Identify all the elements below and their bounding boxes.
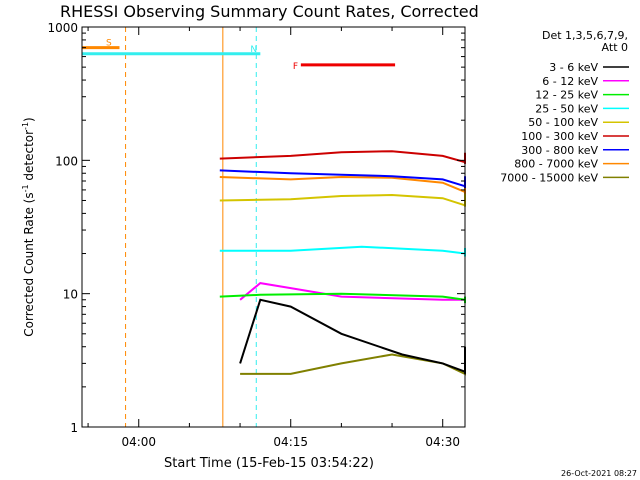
legend-entry-0: 3 - 6 keV xyxy=(549,61,598,74)
x-tick-label-2: 04:30 xyxy=(425,435,460,449)
legend-header-line2: Att 0 xyxy=(602,41,628,54)
ylabel-main: Corrected Count Rate (s xyxy=(22,192,36,336)
x-axis-label: Start Time (15-Feb-15 03:54:22) xyxy=(164,456,374,471)
ylabel-end: ) xyxy=(22,117,36,122)
annotation-layer: S N F xyxy=(82,27,396,427)
legend-entry-2: 12 - 25 keV xyxy=(535,89,598,102)
legend-entry-5: 100 - 300 keV xyxy=(521,130,598,143)
ylabel-mid: detector xyxy=(22,130,36,185)
y-tick-label-3: 1000 xyxy=(47,21,78,35)
annotation-label-s: S xyxy=(106,39,112,49)
x-tick-label-0: 04:00 xyxy=(121,435,156,449)
legend-entry-4: 50 - 100 keV xyxy=(528,116,598,129)
x-tick-label-1: 04:15 xyxy=(273,435,308,449)
tick-layer: 04:00 04:15 04:30 1 10 100 1000 xyxy=(47,21,465,449)
y-tick-label-1: 10 xyxy=(63,288,78,302)
ylabel-sup1: -1 xyxy=(21,184,30,192)
legend-entry-6: 300 - 800 keV xyxy=(521,144,598,157)
annotation-label-f: F xyxy=(293,62,298,72)
series-line-4 xyxy=(219,192,466,207)
y-tick-label-0: 1 xyxy=(70,421,78,435)
legend-entry-1: 6 - 12 keV xyxy=(542,75,598,88)
series-line-1 xyxy=(239,282,466,301)
legend-entry-8: 7000 - 15000 keV xyxy=(500,171,598,184)
series-line-0 xyxy=(239,298,466,374)
annotation-label-n: N xyxy=(250,45,257,55)
legend-entry-3: 25 - 50 keV xyxy=(535,102,598,115)
plot-frame xyxy=(81,26,466,428)
chart-title: RHESSI Observing Summary Count Rates, Co… xyxy=(60,2,479,21)
ylabel-sup2: -1 xyxy=(21,122,30,130)
legend-entry-7: 800 - 7000 keV xyxy=(514,158,598,171)
legend-header-line1: Det 1,3,5,6,7,9, xyxy=(542,29,628,42)
y-tick-label-2: 100 xyxy=(55,154,78,168)
footer-timestamp: 26-Oct-2021 08:27 xyxy=(561,469,637,478)
y-axis-label: Corrected Count Rate (s-1 detector-1) xyxy=(21,117,36,336)
